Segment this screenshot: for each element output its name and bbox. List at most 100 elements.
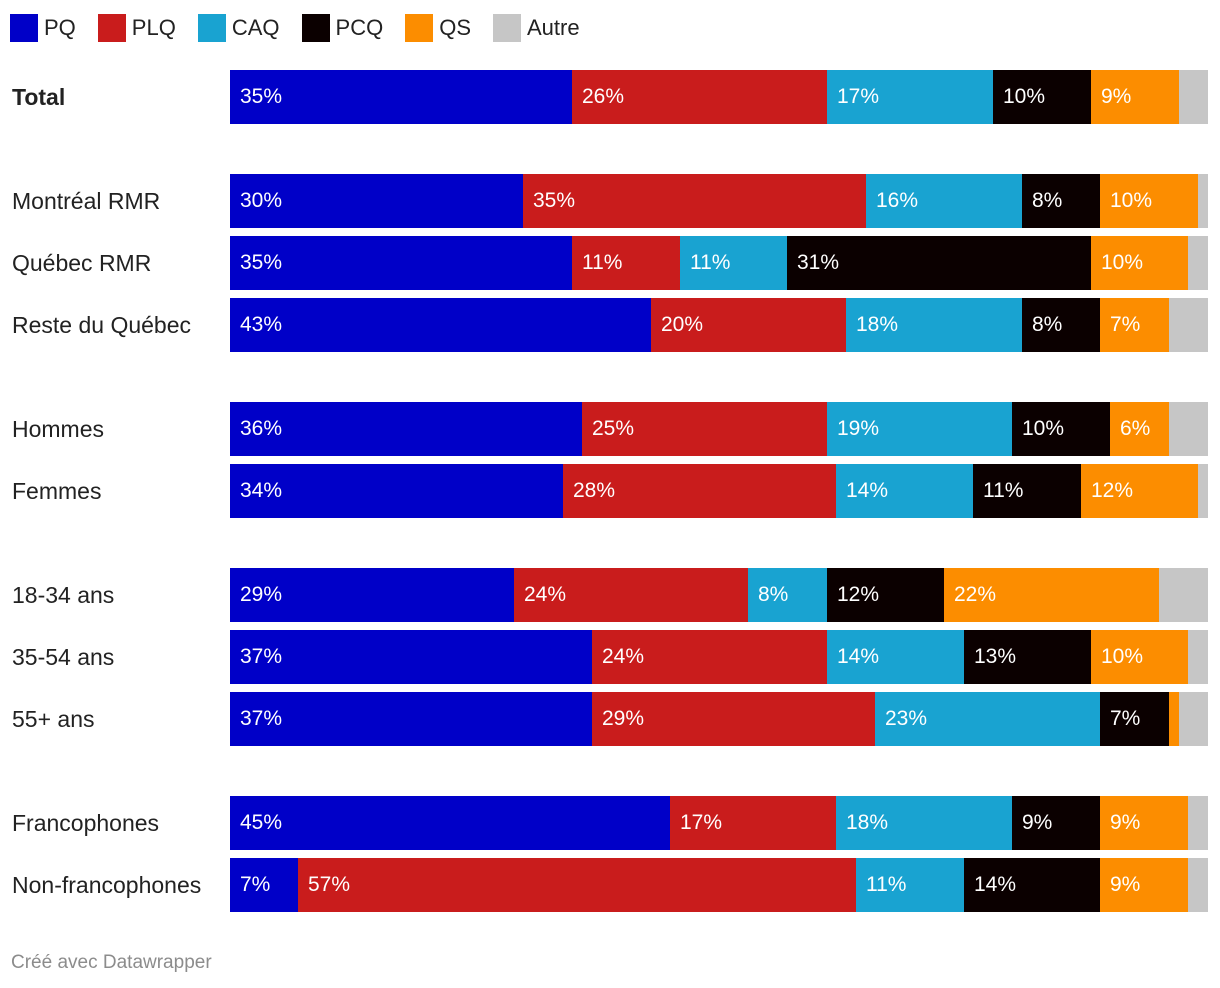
data-label: 9% (1101, 85, 1132, 108)
data-label: 10% (1110, 189, 1153, 212)
data-label: 6% (1120, 417, 1151, 440)
data-label: 7% (1110, 313, 1141, 336)
data-label: 10% (1022, 417, 1065, 440)
row-label: Hommes (12, 416, 105, 442)
data-label: 7% (1110, 707, 1141, 730)
bar-segment-plq (572, 70, 827, 124)
bar-segment-caq (866, 174, 1022, 228)
legend-item-qs: QS (405, 14, 471, 42)
legend-item-autre: Autre (493, 14, 580, 42)
bar-segment-caq (680, 236, 787, 290)
data-label: 12% (1091, 479, 1134, 502)
legend-swatch (301, 14, 330, 42)
bar-segment-qs (1091, 70, 1179, 124)
bar-segment-pcq (1022, 298, 1100, 352)
bar-segment-autre (1169, 402, 1208, 456)
data-label: 18% (856, 313, 899, 336)
bar-segment-qs (1169, 692, 1179, 746)
bar-segment-qs (1100, 298, 1169, 352)
row-label: 18-34 ans (12, 582, 115, 608)
data-label: 37% (240, 645, 283, 668)
legend-item-pq: PQ (10, 14, 76, 42)
legend-label: PCQ (335, 15, 384, 40)
bar-segment-caq (836, 796, 1012, 850)
row-label: Total (12, 84, 66, 110)
legend: PQ PLQ CAQ PCQ QS Autre (10, 12, 602, 44)
bar-segment-autre (1169, 298, 1208, 352)
bar-segment-caq (827, 70, 993, 124)
data-label: 24% (602, 645, 645, 668)
bar-segment-plq (651, 298, 846, 352)
bar-segment-pq (230, 402, 582, 456)
bar-segment-autre (1188, 796, 1208, 850)
bar-segment-pcq (964, 630, 1091, 684)
bar-segment-pq (230, 630, 592, 684)
data-label: 19% (837, 417, 880, 440)
legend-item-caq: CAQ (197, 14, 280, 42)
data-label: 35% (240, 251, 283, 274)
bar-segment-plq (670, 796, 836, 850)
row-label: Non-francophones (12, 872, 202, 898)
bar-segment-pq (230, 70, 572, 124)
bar-segment-plq (523, 174, 866, 228)
bar-segment-plq (582, 402, 827, 456)
data-label: 16% (876, 189, 919, 212)
bar-segment-pq (230, 298, 651, 352)
legend-label: QS (439, 15, 471, 40)
data-label: 12% (837, 583, 880, 606)
data-label: 28% (573, 479, 616, 502)
legend-swatch (493, 14, 521, 42)
data-label: 11% (690, 251, 731, 274)
bar-segment-autre (1198, 174, 1208, 228)
data-label: 45% (240, 811, 283, 834)
bar-segment-qs (944, 568, 1159, 622)
bar-segment-plq (592, 692, 875, 746)
data-label: 25% (592, 417, 635, 440)
bar-segment-plq (514, 568, 748, 622)
bar-segment-autre (1159, 568, 1208, 622)
bar-segment-pq (230, 796, 670, 850)
data-label: 10% (1101, 645, 1144, 668)
data-label: 17% (680, 811, 723, 834)
bar-segment-pcq (1012, 402, 1110, 456)
legend-swatch (97, 14, 126, 42)
row-label: Montréal RMR (12, 188, 161, 214)
data-label: 43% (240, 313, 283, 336)
data-label: 57% (308, 873, 351, 896)
data-label: 37% (240, 707, 283, 730)
bar-segment-caq (856, 858, 964, 912)
data-label: 29% (602, 707, 645, 730)
legend-label: Autre (527, 15, 580, 40)
legend-label: CAQ (231, 15, 280, 40)
bar-segment-pcq (1100, 692, 1169, 746)
legend-item-plq: PLQ (97, 14, 176, 42)
data-label: 20% (661, 313, 704, 336)
bar-segment-caq (836, 464, 973, 518)
row-label: Femmes (12, 478, 102, 504)
bar-segment-qs (1100, 796, 1188, 850)
bar-segment-qs (1100, 858, 1188, 912)
bar-segment-pcq (787, 236, 1091, 290)
data-label: 35% (533, 189, 576, 212)
legend-swatch (197, 14, 226, 42)
bar-segment-pcq (1012, 796, 1100, 850)
data-label: 29% (240, 583, 283, 606)
data-label: 30% (240, 189, 283, 212)
data-label: 24% (524, 583, 567, 606)
data-label: 9% (1110, 811, 1141, 834)
legend-label: PQ (44, 15, 76, 40)
bar-segment-autre (1179, 692, 1208, 746)
legend-swatch (405, 14, 434, 42)
bar-segment-autre (1198, 464, 1208, 518)
bar-segment-pcq (827, 568, 944, 622)
legend-swatch (10, 14, 38, 42)
legend-label: PLQ (131, 15, 176, 40)
bar-segment-caq (827, 402, 1012, 456)
data-label: 9% (1110, 873, 1141, 896)
data-label: 26% (582, 85, 625, 108)
bar-segment-caq (748, 568, 827, 622)
data-label: 17% (837, 85, 880, 108)
bar-segment-pcq (993, 70, 1091, 124)
bar-segment-qs (1110, 402, 1169, 456)
bar-segment-pq (230, 568, 514, 622)
